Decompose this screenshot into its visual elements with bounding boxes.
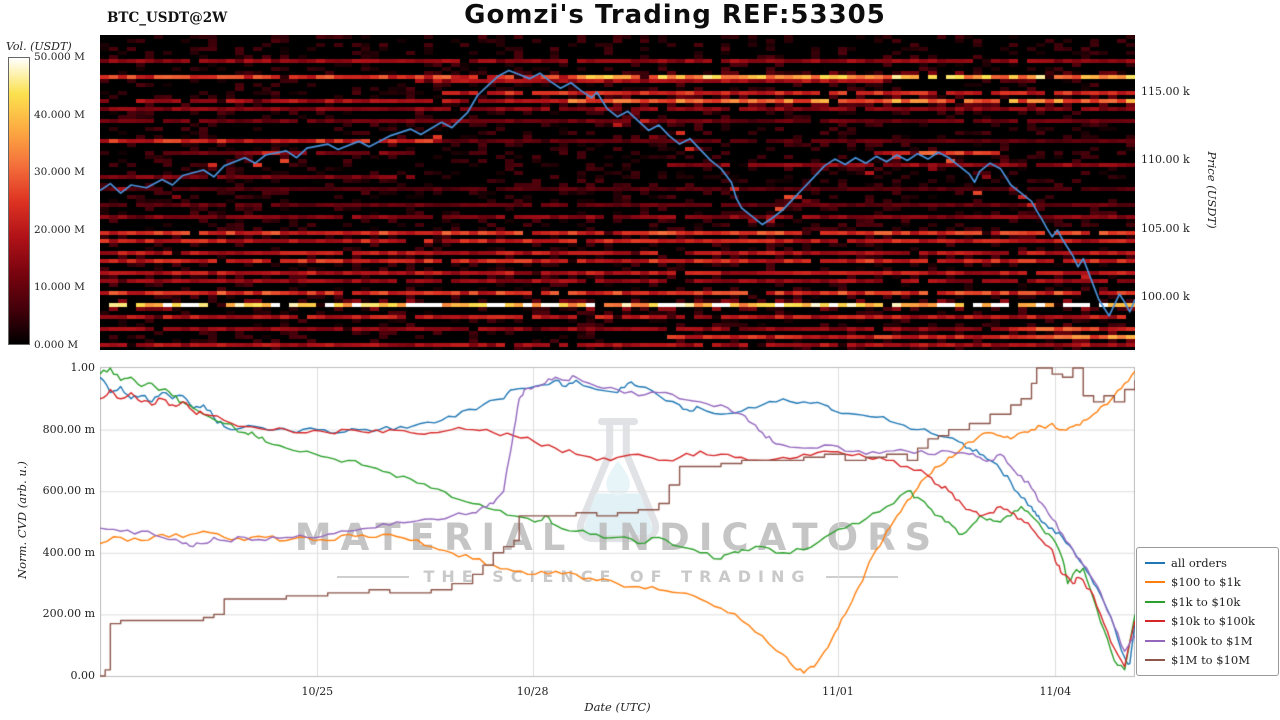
cvd-y-tick-label: 800.00 m bbox=[42, 422, 95, 436]
date-tick-label: 11/04 bbox=[1039, 685, 1072, 698]
legend-entry: $100 to $1k bbox=[1145, 573, 1270, 593]
legend-entry: $100k to $1M bbox=[1145, 631, 1270, 651]
cvd-y-tick-label: 0.00 bbox=[70, 669, 96, 682]
colorbar-title: Vol. (USDT) bbox=[6, 40, 72, 53]
symbol-timeframe-label: BTC_USDT@2W bbox=[107, 10, 228, 26]
cvd-y-tick-label: 400.00 m bbox=[42, 545, 95, 559]
cvd-y-tick-label: 200.00 m bbox=[42, 607, 95, 621]
cvd-y-ticks: 1.00 800.00 m 600.00 m 400.00 m 200.00 m 0.00 bbox=[20, 0, 95, 720]
legend-swatch bbox=[1145, 581, 1165, 584]
legend-label: all orders bbox=[1171, 555, 1227, 570]
colorbar-tick-label: 10.000 M bbox=[34, 281, 85, 294]
legend-entry: all orders bbox=[1145, 553, 1270, 573]
legend-swatch bbox=[1145, 600, 1165, 603]
date-tick-label: 10/25 bbox=[301, 685, 334, 698]
colorbar-tick-label: 30.000 M bbox=[34, 166, 85, 179]
date-axis-label: Date (UTC) bbox=[584, 700, 651, 714]
cvd-y-tick-label: 1.00 bbox=[70, 361, 96, 374]
colorbar-tick-label: 0.000 M bbox=[34, 339, 79, 351]
legend-label: $1M to $10M bbox=[1171, 653, 1250, 668]
legend-swatch bbox=[1145, 620, 1165, 623]
legend-label: $100 to $1k bbox=[1171, 575, 1241, 590]
colorbar-tick-label: 20.000 M bbox=[34, 223, 85, 236]
legend: all orders $100 to $1k $1k to $10k $10k to … bbox=[1136, 547, 1279, 676]
price-tick-label: 115.00 k bbox=[1141, 85, 1190, 99]
legend-label: $100k to $1M bbox=[1171, 633, 1253, 648]
legend-entry: $10k to $100k bbox=[1145, 612, 1270, 632]
cvd-axis-label: Norm. CVD (arb. u.) bbox=[15, 461, 29, 579]
date-tick-label: 11/01 bbox=[822, 685, 854, 698]
legend-swatch bbox=[1145, 659, 1165, 662]
legend-entry: $1M to $10M bbox=[1145, 651, 1270, 671]
price-tick-label: 110.00 k bbox=[1141, 153, 1190, 167]
cvd-canvas[interactable] bbox=[100, 365, 1135, 678]
price-tick-label: 105.00 k bbox=[1141, 221, 1190, 235]
legend-label: $10k to $100k bbox=[1171, 614, 1256, 629]
colorbar-ticks: 50.000 M 40.000 M 30.000 M 20.000 M 10.000 M… bbox=[34, 0, 96, 720]
legend-entry: $1k to $10k bbox=[1145, 592, 1270, 612]
legend-label: $1k to $10k bbox=[1171, 594, 1241, 609]
colorbar-gradient bbox=[8, 57, 30, 345]
cvd-y-tick-label: 600.00 m bbox=[42, 484, 95, 498]
legend-swatch bbox=[1145, 639, 1165, 642]
legend-swatch bbox=[1145, 561, 1165, 564]
date-tick-label: 10/28 bbox=[516, 685, 549, 698]
liquidity-heatmap-canvas[interactable] bbox=[100, 35, 1135, 350]
price-axis-label: Price (USDT) bbox=[1205, 151, 1219, 229]
page-title: Gomzi's Trading REF:53305 bbox=[464, 0, 886, 30]
price-tick-label: 100.00 k bbox=[1141, 289, 1190, 303]
colorbar-tick-label: 40.000 M bbox=[34, 108, 85, 121]
